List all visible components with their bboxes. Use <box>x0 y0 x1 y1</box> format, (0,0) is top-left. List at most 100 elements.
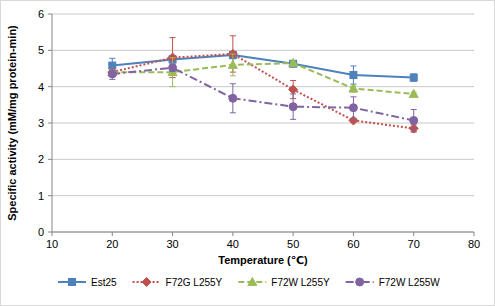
error-bar <box>411 110 417 132</box>
error-cap <box>230 53 236 54</box>
grid-line <box>52 50 474 51</box>
legend-marker <box>142 278 151 287</box>
error-cap <box>109 68 115 69</box>
y-tick <box>48 195 52 196</box>
error-bar <box>109 69 115 80</box>
error-cap <box>290 80 296 81</box>
y-tick <box>48 50 52 51</box>
legend-label: F72G L255Y <box>166 277 223 288</box>
x-tick <box>112 232 113 236</box>
y-tick-label: 4 <box>38 81 44 93</box>
x-tick <box>474 232 475 236</box>
y-tick <box>48 159 52 160</box>
error-cap <box>109 68 115 69</box>
x-tick-label: 60 <box>347 238 359 250</box>
error-cap <box>109 79 115 80</box>
error-cap <box>170 86 176 87</box>
error-cap <box>230 83 236 84</box>
series-line <box>112 63 413 94</box>
error-cap <box>411 131 417 132</box>
series-line <box>112 68 413 121</box>
x-tick-label: 10 <box>46 238 58 250</box>
y-tick <box>48 123 52 124</box>
error-cap <box>109 68 115 69</box>
x-tick-label: 50 <box>287 238 299 250</box>
y-tick <box>48 86 52 87</box>
marker <box>349 84 358 92</box>
x-tick <box>232 232 233 236</box>
error-bar <box>350 66 356 84</box>
x-tick-label: 40 <box>227 238 239 250</box>
marker <box>289 85 298 94</box>
error-cap <box>230 112 236 113</box>
grid-line <box>52 14 474 15</box>
error-cap <box>411 109 417 110</box>
chart-border <box>1 1 495 306</box>
x-axis <box>52 232 474 233</box>
error-cap <box>350 96 356 97</box>
marker <box>410 116 418 124</box>
grid-line <box>52 195 474 196</box>
y-tick-label: 3 <box>38 117 44 129</box>
legend-item: F72W L255Y <box>238 277 330 288</box>
error-bar <box>170 38 176 78</box>
chart: 01234561020304050607080Temperature (℃)Sp… <box>0 0 495 306</box>
error-cap <box>290 119 296 120</box>
x-tick <box>353 232 354 236</box>
error-bar <box>290 94 296 119</box>
legend-label: F72W L255Y <box>271 277 330 288</box>
y-tick <box>48 232 52 233</box>
marker <box>410 74 417 81</box>
error-bar <box>170 64 176 71</box>
error-cap <box>109 58 115 59</box>
series-line <box>112 54 413 128</box>
y-axis <box>52 14 53 232</box>
marker <box>289 103 297 111</box>
x-tick <box>172 232 173 236</box>
grid-line <box>52 159 474 160</box>
y-tick-label: 1 <box>38 190 44 202</box>
legend-marker <box>69 279 76 286</box>
y-tick-label: 6 <box>38 8 44 20</box>
legend-item: F72G L255Y <box>133 277 223 288</box>
x-tick <box>413 232 414 236</box>
x-tick-label: 30 <box>166 238 178 250</box>
marker <box>409 89 418 97</box>
grid-line <box>52 232 474 233</box>
error-cap <box>350 118 356 119</box>
legend: Est25 F72G L255Y F72W L255Y F72W L255W <box>58 277 440 288</box>
x-tick-label: 70 <box>408 238 420 250</box>
y-axis-label: Specific activity (mM/mg protein-min) <box>6 25 18 221</box>
marker <box>350 72 357 79</box>
x-tick <box>293 232 294 236</box>
legend-marker <box>356 278 364 286</box>
x-tick-label: 80 <box>468 238 480 250</box>
legend-item: Est25 <box>58 277 117 288</box>
marker <box>108 70 116 78</box>
marker <box>169 64 177 72</box>
marker <box>109 62 116 69</box>
legend-item: F72W L255W <box>346 277 441 288</box>
error-cap <box>290 93 296 94</box>
error-bar <box>350 97 356 119</box>
series-line <box>112 55 413 78</box>
y-tick-label: 0 <box>38 226 44 238</box>
y-tick-label: 2 <box>38 153 44 165</box>
error-cap <box>170 37 176 38</box>
error-cap <box>230 35 236 36</box>
legend-marker <box>248 278 257 286</box>
legend-label: F72W L255W <box>379 277 441 288</box>
marker <box>349 104 357 112</box>
marker <box>289 59 298 67</box>
y-tick-label: 5 <box>38 44 44 56</box>
x-axis-label: Temperature (℃) <box>218 254 308 266</box>
x-tick <box>52 232 53 236</box>
y-tick <box>48 14 52 15</box>
grid-line <box>52 86 474 87</box>
error-cap <box>170 57 176 58</box>
error-cap <box>350 118 356 119</box>
marker <box>228 60 237 68</box>
error-cap <box>230 75 236 76</box>
legend-label: Est25 <box>91 277 117 288</box>
error-bar <box>230 84 236 113</box>
